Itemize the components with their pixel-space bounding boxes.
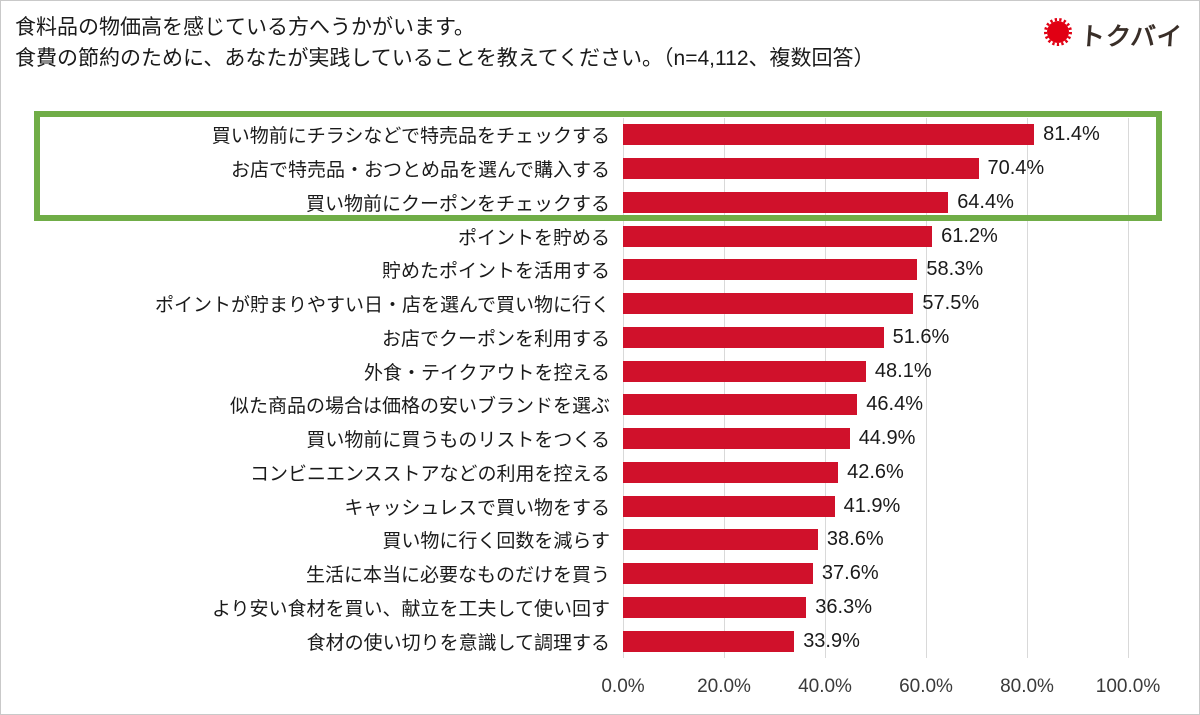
chart-row: 買い物前にクーポンをチェックする 64.4%	[1, 186, 1199, 220]
category-label: 外食・テイクアウトを控える	[363, 362, 610, 384]
tokubai-logo: トクバイ	[1042, 16, 1184, 53]
value-label: 58.3%	[926, 258, 984, 281]
category-label: 貯めたポイントを活用する	[381, 261, 610, 283]
category-label: キャッシュレスで買い物をする	[344, 497, 610, 519]
chart-row: ポイントを貯める 61.2%	[1, 219, 1199, 253]
bar	[623, 563, 813, 585]
category-label: 似た商品の場合は価格の安いブランドを選ぶ	[229, 396, 610, 418]
category-label: お店でクーポンを利用する	[381, 328, 610, 350]
chart-row: 生活に本当に必要なものだけを買う 37.6%	[1, 557, 1199, 591]
gridline	[724, 118, 725, 658]
chart-row: コンビニエンスストアなどの利用を控える 42.6%	[1, 456, 1199, 490]
value-label: 70.4%	[987, 157, 1045, 180]
value-label: 61.2%	[941, 224, 998, 247]
x-tick-label: 0.0%	[601, 676, 645, 697]
chart-row: 買い物前に買うものリストをつくる 44.9%	[1, 422, 1199, 456]
x-tick-label: 100.0%	[1095, 676, 1161, 697]
value-label: 64.4%	[957, 190, 1014, 213]
value-label: 46.4%	[866, 393, 924, 416]
bar	[623, 428, 850, 450]
value-label: 51.6%	[892, 325, 950, 348]
x-tick-label: 80.0%	[1000, 676, 1054, 697]
bar	[623, 596, 807, 618]
bar	[623, 191, 949, 213]
x-tick-label: 40.0%	[798, 676, 852, 697]
bar	[623, 124, 1035, 146]
x-tick-label: 20.0%	[697, 676, 751, 697]
gridline	[1128, 118, 1129, 658]
bar	[623, 360, 866, 382]
gridline	[825, 118, 826, 658]
chart-row: 買い物に行く回数を減らす 38.6%	[1, 523, 1199, 557]
chart-row: 食材の使い切りを意識して調理する 33.9%	[1, 624, 1199, 658]
category-label: 生活に本当に必要なものだけを買う	[305, 565, 610, 587]
value-label: 38.6%	[826, 528, 884, 551]
category-label: 買い物前にチラシなどで特売品をチェックする	[211, 126, 610, 148]
value-label: 44.9%	[858, 427, 916, 450]
category-label: 買い物に行く回数を減らす	[382, 531, 610, 553]
title-line-2: 食費の節約のために、あなたが実践していることを教えてください。（n=4,112、…	[15, 47, 875, 70]
bar	[623, 158, 979, 180]
value-label: 36.3%	[815, 595, 873, 618]
chart-row: ポイントが貯まりやすい日・店を選んで買い物に行く 57.5%	[1, 287, 1199, 321]
bar	[623, 461, 839, 483]
bar	[623, 529, 818, 551]
chart-rows: 買い物前にチラシなどで特売品をチェックする 81.4% お店で特売品・おつとめ品を選…	[1, 118, 1199, 658]
value-label: 33.9%	[803, 629, 860, 652]
gridline	[623, 118, 624, 658]
chart-row: お店でクーポンを利用する 51.6%	[1, 321, 1199, 355]
page-title: 食料品の物価高を感じている方へうかがいます。 食費の節約のために、あなたが実践し…	[15, 12, 875, 74]
category-label: ポイントを貯める	[457, 227, 610, 249]
chart-row: より安い食材を買い、献立を工夫して使い回す 36.3%	[1, 591, 1199, 625]
tokubai-burst-icon	[1042, 16, 1074, 53]
category-label: コンビニエンスストアなどの利用を控える	[249, 463, 610, 485]
category-label: 買い物前にクーポンをチェックする	[305, 193, 610, 215]
chart-row: 外食・テイクアウトを控える 48.1%	[1, 354, 1199, 388]
tokubai-logo-text: トクバイ	[1079, 22, 1184, 51]
value-label: 48.1%	[874, 359, 932, 382]
category-label: 買い物前に買うものリストをつくる	[306, 430, 610, 452]
value-label: 37.6%	[821, 562, 879, 585]
chart-row: 貯めたポイントを活用する 58.3%	[1, 253, 1199, 287]
category-label: より安い食材を買い、献立を工夫して使い回す	[211, 598, 610, 620]
bar	[623, 326, 884, 348]
gridlines	[623, 118, 1129, 658]
value-label: 41.9%	[843, 494, 901, 517]
chart-row: キャッシュレスで買い物をする 41.9%	[1, 489, 1199, 523]
bar	[623, 394, 858, 416]
bar	[623, 293, 914, 315]
title-line-1: 食料品の物価高を感じている方へうかがいます。	[15, 16, 475, 39]
category-label: お店で特売品・おつとめ品を選んで購入する	[230, 160, 610, 182]
bar	[623, 259, 918, 281]
value-label: 57.5%	[922, 292, 980, 315]
chart-row: 買い物前にチラシなどで特売品をチェックする 81.4%	[1, 118, 1199, 152]
bar-chart: 買い物前にチラシなどで特売品をチェックする 81.4% お店で特売品・おつとめ品を選…	[1, 118, 1199, 697]
bar	[623, 495, 835, 517]
x-axis: 0.0% 20.0% 40.0% 60.0% 80.0% 100.0%	[601, 676, 1160, 706]
bar	[623, 630, 795, 652]
gridline	[926, 118, 927, 658]
category-label: ポイントが貯まりやすい日・店を選んで買い物に行く	[154, 295, 610, 317]
value-label: 81.4%	[1043, 123, 1100, 146]
x-tick-label: 60.0%	[899, 676, 953, 697]
bar	[623, 225, 933, 247]
category-label: 食材の使い切りを意識して調理する	[306, 632, 610, 654]
value-label: 42.6%	[847, 460, 904, 483]
chart-row: 似た商品の場合は価格の安いブランドを選ぶ 46.4%	[1, 388, 1199, 422]
chart-row: お店で特売品・おつとめ品を選んで購入する 70.4%	[1, 152, 1199, 186]
gridline	[1027, 118, 1028, 658]
